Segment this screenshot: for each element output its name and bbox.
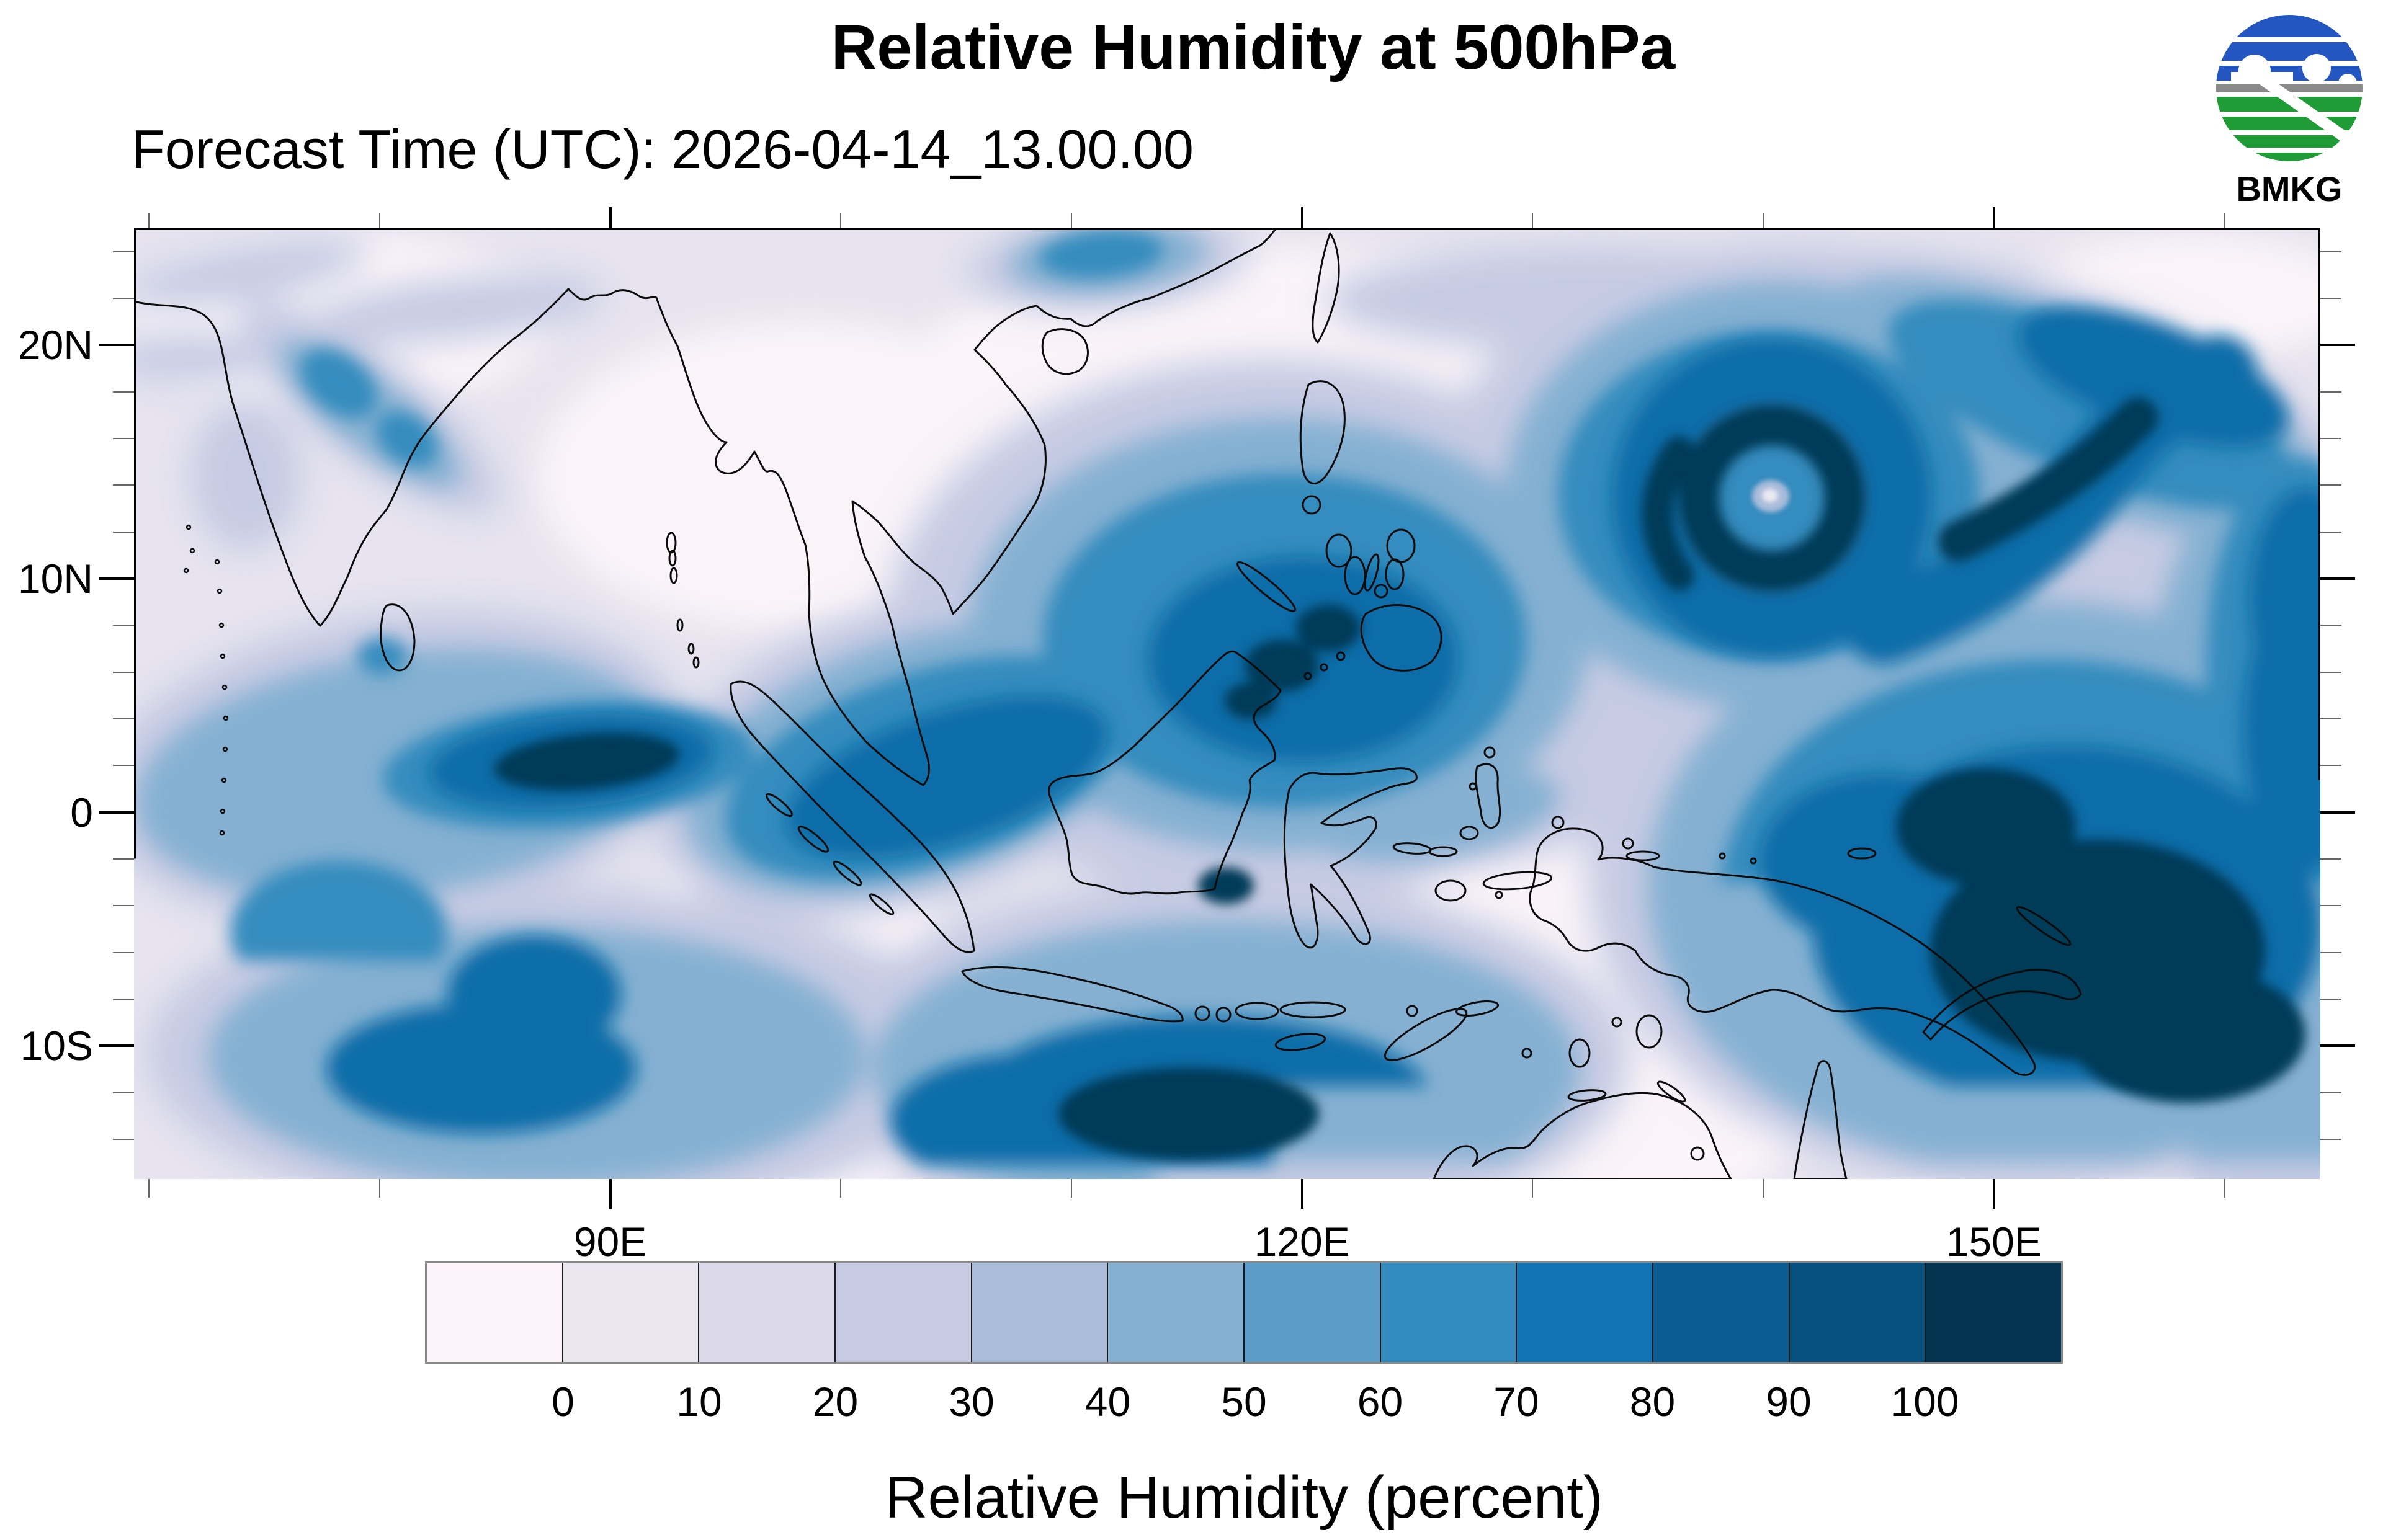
major-tick [1301, 207, 1303, 228]
minor-tick [113, 672, 134, 673]
major-tick [2320, 811, 2355, 814]
lat-tick-label: 0 [0, 785, 93, 840]
major-tick [99, 811, 134, 814]
minor-tick [2320, 484, 2341, 486]
colorbar-tick-label: 20 [786, 1378, 885, 1425]
minor-tick [113, 484, 134, 486]
minor-tick [2224, 1179, 2225, 1198]
minor-tick [2320, 952, 2341, 953]
minor-tick [2224, 213, 2225, 228]
minor-tick [2320, 438, 2341, 439]
major-tick [609, 1179, 612, 1209]
minor-tick [113, 438, 134, 439]
major-tick [1993, 1179, 1995, 1209]
lon-tick-label: 150E [1913, 1217, 2075, 1266]
bmkg-logo-label: BMKG [2206, 169, 2372, 209]
minor-tick [379, 1179, 380, 1198]
minor-tick [148, 213, 150, 228]
colorbar-tick-label: 60 [1331, 1378, 1430, 1425]
colorbar-segment [1516, 1263, 1652, 1362]
minor-tick [113, 952, 134, 953]
colorbar-tick-label: 100 [1876, 1378, 1975, 1425]
colorbar-segment [562, 1263, 699, 1362]
lon-tick-label: 90E [530, 1217, 691, 1266]
minor-tick [2320, 298, 2341, 299]
major-tick [99, 577, 134, 580]
major-tick [1301, 1179, 1303, 1209]
forecast-time-label: Forecast Time (UTC): 2026-04-14_13.00.00 [132, 118, 1194, 181]
minor-tick [113, 298, 134, 299]
minor-tick [2320, 718, 2341, 719]
minor-tick [2320, 1092, 2341, 1093]
colorbar-segment [1925, 1263, 2061, 1362]
minor-tick [113, 999, 134, 1000]
colorbar [427, 1263, 2061, 1362]
minor-tick [840, 213, 841, 228]
bmkg-logo-icon [2206, 9, 2372, 167]
minor-tick [1763, 1179, 1764, 1198]
colorbar-title: Relative Humidity (percent) [427, 1464, 2061, 1532]
minor-tick [1532, 213, 1533, 228]
minor-tick [113, 532, 134, 533]
colorbar-tick-label: 80 [1603, 1378, 1702, 1425]
minor-tick [113, 765, 134, 766]
colorbar-segment [834, 1263, 971, 1362]
colorbar-tick-label: 10 [650, 1378, 749, 1425]
minor-tick [113, 858, 134, 860]
weather-map-figure: Relative Humidity at 500hPa Forecast Tim… [0, 0, 2383, 1540]
minor-tick [113, 718, 134, 719]
lat-tick-label: 10S [0, 1018, 93, 1073]
minor-tick [1763, 213, 1764, 228]
lat-tick-label: 20N [0, 318, 93, 372]
minor-tick [2320, 858, 2341, 860]
colorbar-segment [427, 1263, 562, 1362]
major-tick [99, 1044, 134, 1047]
colorbar-tick-label: 50 [1194, 1378, 1294, 1425]
major-tick [99, 344, 134, 346]
colorbar-tick-label: 90 [1739, 1378, 1838, 1425]
minor-tick [113, 1092, 134, 1093]
minor-tick [113, 905, 134, 906]
minor-tick [2320, 1139, 2341, 1140]
colorbar-segment [1107, 1263, 1243, 1362]
lat-tick-label: 10N [0, 551, 93, 606]
major-tick [1993, 207, 1995, 228]
major-tick [2320, 577, 2355, 580]
page-title: Relative Humidity at 500hPa [124, 11, 2382, 84]
minor-tick [2320, 765, 2341, 766]
minor-tick [2320, 999, 2341, 1000]
minor-tick [113, 1139, 134, 1140]
minor-tick [1071, 213, 1072, 228]
humidity-map [134, 228, 2320, 1179]
colorbar-tick-label: 70 [1467, 1378, 1566, 1425]
minor-tick [2320, 251, 2341, 252]
colorbar-segment [1789, 1263, 1925, 1362]
lon-tick-label: 120E [1222, 1217, 1383, 1266]
colorbar-tick-label: 0 [514, 1378, 613, 1425]
minor-tick [113, 625, 134, 626]
minor-tick [2320, 672, 2341, 673]
colorbar-segment [971, 1263, 1107, 1362]
minor-tick [113, 391, 134, 393]
minor-tick [148, 1179, 150, 1198]
minor-tick [1532, 1179, 1533, 1198]
colorbar-segment [698, 1263, 834, 1362]
minor-tick [2320, 905, 2341, 906]
minor-tick [2320, 532, 2341, 533]
minor-tick [1071, 1179, 1072, 1198]
major-tick [609, 207, 612, 228]
minor-tick [2320, 391, 2341, 393]
colorbar-segment [1380, 1263, 1516, 1362]
colorbar-tick-label: 40 [1058, 1378, 1158, 1425]
cyclone-eye [1752, 480, 1789, 512]
colorbar-tick-label: 30 [922, 1378, 1021, 1425]
minor-tick [113, 251, 134, 252]
major-tick [2320, 344, 2355, 346]
minor-tick [379, 213, 380, 228]
colorbar-segment [1243, 1263, 1380, 1362]
minor-tick [840, 1179, 841, 1198]
minor-tick [2320, 625, 2341, 626]
major-tick [2320, 1044, 2355, 1047]
colorbar-segment [1652, 1263, 1789, 1362]
